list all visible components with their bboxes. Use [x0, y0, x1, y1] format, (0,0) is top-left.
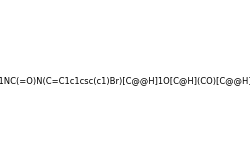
Text: O=C1NC(=O)N(C=C1c1csc(c1)Br)[C@@H]1O[C@H](CO)[C@@H](O)C1: O=C1NC(=O)N(C=C1c1csc(c1)Br)[C@@H]1O[C@H… [0, 76, 250, 85]
